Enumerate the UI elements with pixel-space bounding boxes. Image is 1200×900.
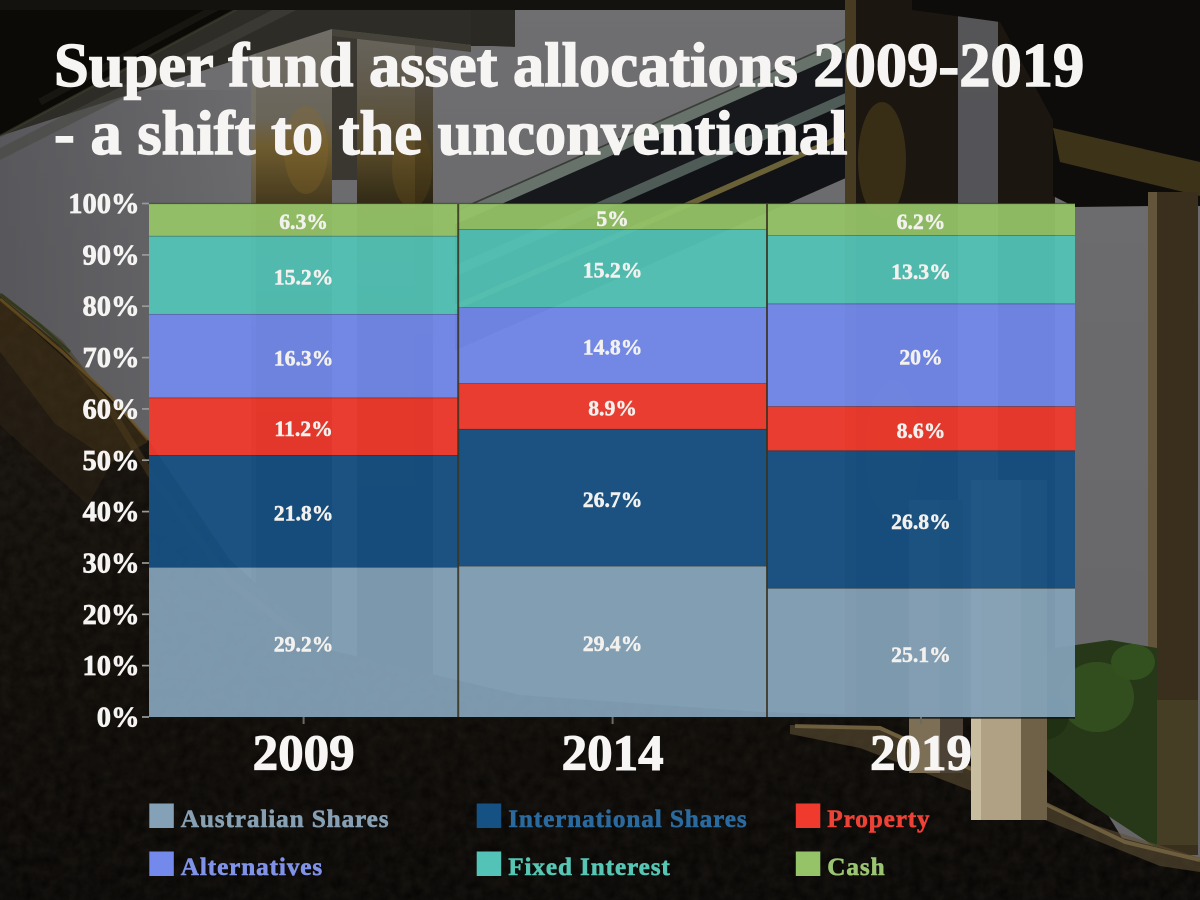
svg-text:8.9%: 8.9% [588,397,637,421]
svg-text:21.8%: 21.8% [274,502,334,526]
svg-text:90%: 90% [83,240,140,271]
svg-text:20%: 20% [899,346,942,370]
svg-text:Property: Property [827,806,930,833]
svg-text:26.7%: 26.7% [583,488,643,512]
svg-text:8.6%: 8.6% [897,419,946,443]
svg-text:2014: 2014 [562,726,664,782]
svg-text:15.2%: 15.2% [274,265,334,289]
svg-text:10%: 10% [83,651,140,682]
svg-text:6.2%: 6.2% [897,210,946,234]
svg-text:13.3%: 13.3% [891,260,951,284]
svg-text:5%: 5% [596,207,629,231]
svg-text:14.8%: 14.8% [583,336,643,360]
svg-text:Cash: Cash [827,854,885,881]
svg-text:26.8%: 26.8% [891,510,951,534]
svg-text:0%: 0% [97,703,140,734]
svg-text:29.2%: 29.2% [274,633,334,657]
svg-text:International Shares: International Shares [508,806,747,833]
svg-text:Australian Shares: Australian Shares [181,806,390,833]
svg-text:Fixed Interest: Fixed Interest [508,854,671,881]
svg-text:15.2%: 15.2% [583,259,643,283]
svg-text:80%: 80% [83,292,140,323]
svg-text:60%: 60% [83,394,140,425]
svg-text:2009: 2009 [253,726,355,782]
svg-text:Alternatives: Alternatives [181,854,323,881]
svg-text:25.1%: 25.1% [891,643,951,667]
svg-text:70%: 70% [83,343,140,374]
svg-text:2019: 2019 [870,726,972,782]
svg-text:- a shift to the unconventiona: - a shift to the unconventional [54,98,847,168]
svg-text:11.2%: 11.2% [274,417,332,441]
svg-text:Super fund asset allocations 2: Super fund asset allocations 2009-2019 [54,30,1084,100]
svg-text:20%: 20% [83,600,140,631]
svg-text:50%: 50% [83,446,140,477]
svg-text:100%: 100% [68,189,139,220]
svg-text:40%: 40% [83,497,140,528]
svg-text:6.3%: 6.3% [279,210,328,234]
svg-text:16.3%: 16.3% [274,346,334,370]
svg-text:29.4%: 29.4% [583,632,643,656]
svg-text:30%: 30% [83,549,140,580]
